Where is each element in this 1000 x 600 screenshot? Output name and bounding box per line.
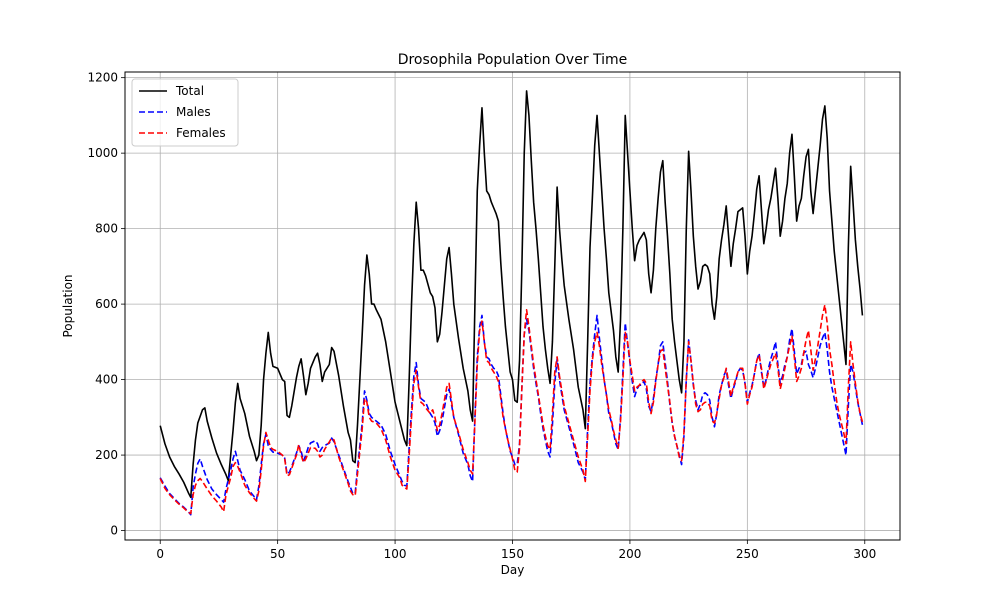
- legend-box: [131, 78, 239, 147]
- chart-title: Drosophila Population Over Time: [398, 52, 628, 68]
- y-tick-label: 600: [95, 297, 118, 311]
- y-axis-label: Population: [61, 274, 75, 337]
- x-axis-ticks: 0 50 100 150 200 250 300: [156, 540, 876, 561]
- series-line-females: [159, 304, 864, 515]
- x-tick-label: 250: [736, 547, 759, 561]
- series-line-total: [159, 90, 864, 499]
- legend-label-females: Females: [176, 126, 226, 140]
- x-tick-label: 0: [156, 547, 164, 561]
- legend-label-males: Males: [176, 105, 211, 119]
- y-tick-label: 0: [110, 524, 118, 538]
- y-tick-label: 400: [95, 373, 118, 387]
- x-tick-label: 200: [618, 547, 641, 561]
- legend: Total Males Females: [131, 78, 239, 147]
- x-axis-label: Day: [501, 563, 525, 577]
- y-axis-ticks: 0 200 400 600 800 1000 1200: [87, 71, 125, 538]
- legend-label-total: Total: [175, 84, 204, 98]
- y-tick-label: 1200: [87, 71, 118, 85]
- x-tick-label: 50: [270, 547, 285, 561]
- x-tick-label: 150: [501, 547, 524, 561]
- y-tick-label: 1000: [87, 146, 118, 160]
- x-tick-label: 300: [853, 547, 876, 561]
- x-tick-label: 100: [384, 547, 407, 561]
- y-tick-label: 200: [95, 448, 118, 462]
- plot-series: [159, 90, 864, 516]
- y-tick-label: 800: [95, 222, 118, 236]
